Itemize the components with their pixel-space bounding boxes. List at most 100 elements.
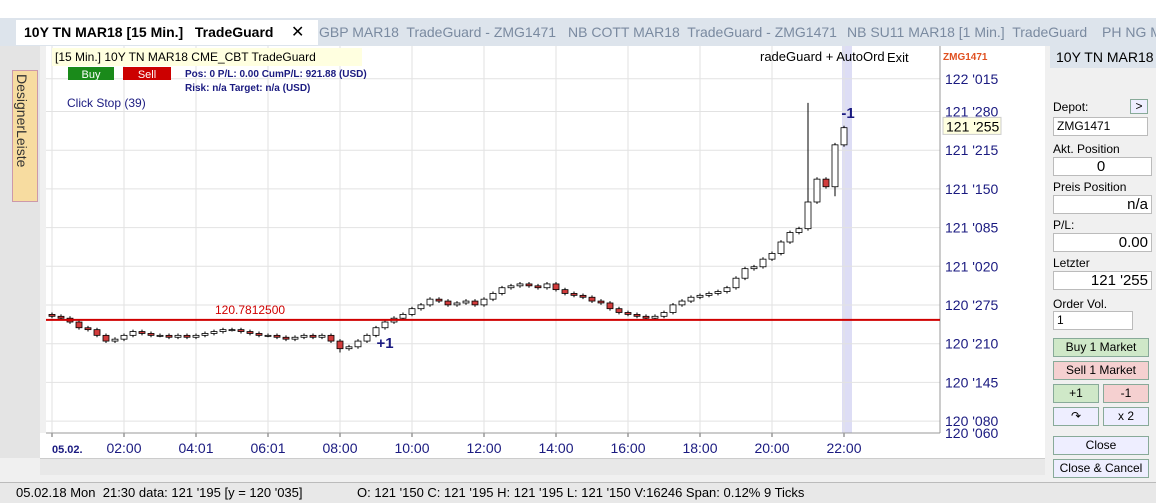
y-tick-label: 120 '060 [945, 425, 998, 441]
letzter-value: 121 '255 [1053, 271, 1152, 290]
candle-body [426, 298, 434, 306]
buy-market[interactable]: Buy 1 Market [1053, 338, 1149, 357]
candle-body [363, 334, 371, 342]
candle-body [732, 277, 740, 289]
exit[interactable]: Exit [887, 50, 909, 65]
x-tick-label: 20:00 [754, 440, 789, 456]
sell-button[interactable] [123, 67, 171, 80]
candle-body [588, 296, 596, 302]
candle-body [210, 331, 218, 334]
depot-label: Depot: [1053, 100, 1089, 114]
candle-body [660, 312, 668, 317]
tab[interactable]: GBP MAR18 TradeGuard - ZMG1471 [319, 24, 557, 40]
candle-body [399, 314, 407, 319]
sell-market[interactable]: Sell 1 Market [1053, 361, 1149, 380]
x-tick-label: 08:00 [322, 440, 357, 456]
annotation: -1 [841, 105, 854, 122]
candle-body [408, 308, 416, 315]
candle-body [120, 334, 128, 340]
candle-body [93, 329, 101, 336]
plus-one[interactable]: +1 [1053, 384, 1099, 403]
tab[interactable]: 10Y TN MAR18 [15 Min.] TradeGuard [16, 20, 318, 45]
minus-one[interactable]: -1 [1103, 384, 1149, 403]
current-bar-highlight [842, 46, 852, 433]
candle-body [165, 334, 173, 338]
tab[interactable]: PH NG M [1102, 24, 1156, 40]
candle-body [597, 300, 605, 304]
candle-body [129, 331, 137, 336]
candle-body [354, 340, 362, 348]
candle-body [642, 315, 650, 319]
candle-body [273, 334, 281, 338]
close-tab[interactable]: ✕ [291, 24, 305, 41]
candle-body [219, 329, 227, 332]
chart: 122 '015 121 '280 121 '215 121 '150 121 '085… [40, 46, 1045, 458]
candle-body [624, 312, 632, 315]
x-tick-label: 02:00 [106, 440, 141, 456]
last-price-label: 121 '255 [946, 118, 999, 134]
candle-body [381, 321, 389, 329]
buy-label[interactable]: Buy [82, 69, 101, 81]
candle-body [264, 334, 272, 337]
candle-body [174, 334, 182, 338]
risk-info: Risk: n/a Target: n/a (USD) [185, 83, 310, 94]
sidebar-label[interactable]: DesignerLeiste [14, 74, 30, 168]
double[interactable]: x 2 [1103, 407, 1149, 426]
close[interactable]: Close [1053, 436, 1149, 455]
candle-body [435, 298, 443, 302]
vol-input[interactable]: 1 [1053, 311, 1133, 330]
candle-body [525, 283, 533, 287]
candle-body [759, 258, 767, 268]
annotation: +1 [376, 335, 393, 352]
candle-body [309, 334, 317, 338]
candle-body [831, 144, 839, 188]
status-right: O: 121 '150 C: 121 '195 H: 121 '195 L: 1… [357, 485, 805, 500]
candle-body [696, 294, 704, 298]
candle-body [606, 302, 614, 310]
x-tick-label: 05.02. [52, 444, 83, 456]
x-tick-label: 12:00 [466, 440, 501, 456]
candle-body [57, 315, 65, 319]
y-tick-label: 122 '015 [945, 71, 998, 87]
candle-body [291, 336, 299, 340]
candle-body [462, 300, 470, 304]
close-cancel[interactable]: Close & Cancel [1053, 459, 1149, 478]
candle-body [570, 293, 578, 296]
toolbar [0, 0, 1156, 18]
candle-body [480, 298, 488, 306]
x-tick-label: 18:00 [682, 440, 717, 456]
tab[interactable]: NB COTT MAR18 TradeGuard - ZMG1471 [568, 24, 837, 40]
y-tick-label: 120 '210 [945, 336, 998, 352]
tab[interactable]: NB SU11 MAR18 [1 Min.] TradeGuard [847, 24, 1088, 40]
candle-body [723, 287, 731, 292]
y-tick-label: 121 '085 [945, 220, 998, 236]
x-tick-label: 16:00 [610, 440, 645, 456]
candle-body [102, 334, 110, 342]
candle-body [795, 228, 803, 233]
depot-button[interactable]: > [1130, 99, 1148, 114]
y-tick-label: 121 '215 [945, 142, 998, 158]
candle-body [255, 333, 263, 336]
vol-label: Order Vol. [1053, 297, 1108, 311]
account: ZMG1471 [943, 52, 988, 63]
candle-body [201, 333, 209, 336]
candle-body [768, 253, 776, 260]
candle-body [714, 291, 722, 294]
autoorder[interactable]: radeGuard + AutoOrd [760, 49, 885, 64]
click-stop[interactable]: Click Stop (39) [67, 96, 146, 110]
candle-body [651, 315, 659, 319]
reverse[interactable]: ↷ [1053, 407, 1099, 426]
candle-body [138, 331, 146, 334]
candle-body [804, 201, 812, 230]
candle-body [444, 300, 452, 306]
preis-label: Preis Position [1053, 180, 1127, 194]
position-info: Pos: 0 P/L: 0.00 CumP/L: 921.88 (USD) [185, 69, 367, 80]
buy-button[interactable] [68, 67, 114, 80]
candle-body [786, 232, 794, 243]
candle-body [516, 283, 524, 287]
sell-label[interactable]: Sell [138, 69, 156, 81]
scrollbar[interactable] [40, 458, 1045, 475]
account-select[interactable]: ZMG1471 [1053, 117, 1148, 136]
candle-body [741, 268, 749, 279]
candle-body [552, 283, 560, 291]
